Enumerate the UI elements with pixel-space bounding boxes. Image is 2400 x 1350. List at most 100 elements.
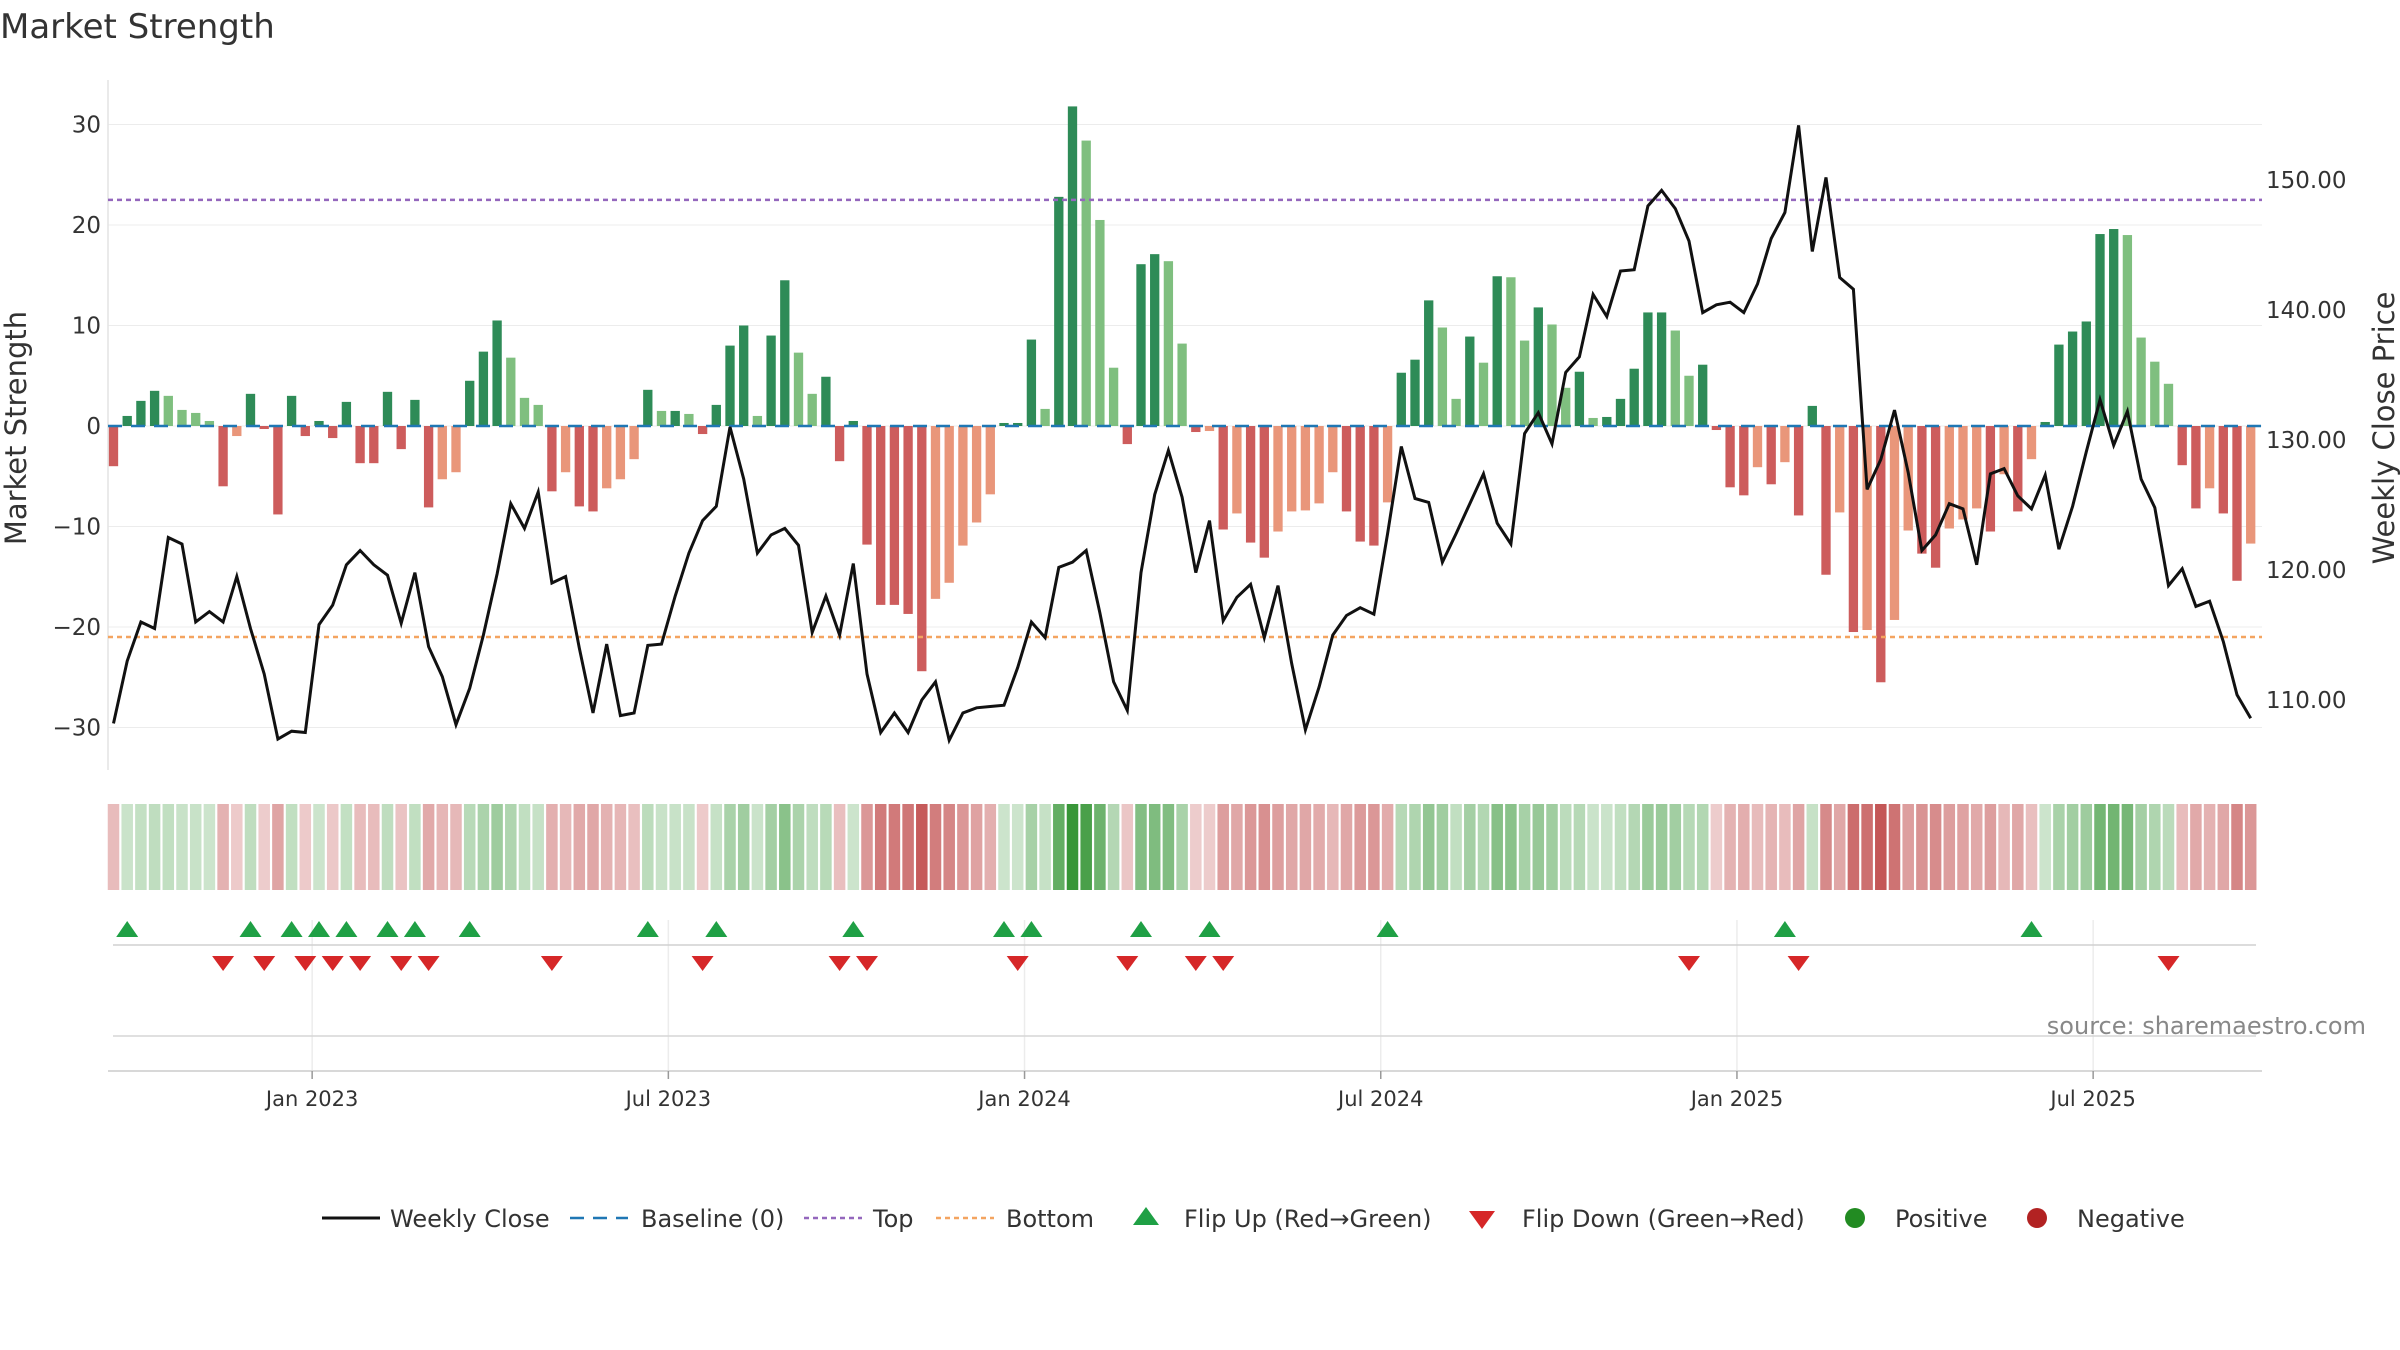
- strength-bar: [547, 426, 557, 492]
- strength-bar: [122, 415, 132, 426]
- legend-flip-down: Flip Down (Green→Red): [1469, 1205, 1805, 1233]
- right-axis-title: Weekly Close Price: [2367, 292, 2400, 565]
- heat-cell: [1779, 804, 1791, 890]
- flip-down-marker: [1116, 956, 1139, 971]
- heat-cell: [450, 804, 462, 890]
- strength-bar: [1108, 367, 1119, 426]
- heat-cell: [2135, 804, 2147, 890]
- strength-bar: [1725, 426, 1735, 488]
- grid-lines: [107, 80, 2262, 1070]
- strength-bar: [1780, 426, 1790, 463]
- strength-bar: [1054, 196, 1064, 426]
- strength-bar: [259, 426, 269, 430]
- heat-cell: [1669, 804, 1682, 890]
- strength-bar: [1013, 422, 1023, 426]
- heat-cell: [2094, 804, 2106, 890]
- strength-bar: [917, 426, 927, 672]
- strength-bar: [2150, 361, 2160, 426]
- heat-cell: [189, 804, 202, 890]
- heat-cell: [1436, 804, 1449, 890]
- strength-bar: [643, 389, 653, 426]
- strength-bar: [451, 426, 461, 473]
- strength-bar: [862, 426, 872, 545]
- strength-bar: [1602, 416, 1612, 426]
- heat-cell: [751, 804, 764, 890]
- strength-bar: [232, 426, 242, 437]
- left-tick-label: −10: [52, 515, 101, 541]
- flip-up-marker: [993, 921, 1015, 937]
- flip-down-marker: [1212, 956, 1235, 971]
- flip-up-marker: [308, 921, 330, 937]
- strength-bar: [1999, 426, 2009, 475]
- strength-bar: [2095, 234, 2105, 426]
- heat-cell: [162, 804, 175, 890]
- heat-cell: [1710, 804, 1723, 890]
- left-tick-label: −30: [52, 716, 101, 742]
- heat-cell: [436, 804, 449, 890]
- heat-cell: [2053, 804, 2065, 890]
- strength-bar: [1300, 426, 1311, 511]
- heat-cell: [792, 804, 805, 890]
- heat-cell: [1395, 804, 1408, 890]
- strength-bar: [807, 393, 817, 426]
- heat-cell: [1450, 804, 1462, 890]
- strength-bar: [1876, 426, 1886, 683]
- heat-cell: [1559, 804, 1572, 890]
- strength-heat-strip: [107, 804, 2257, 890]
- heat-cell: [2203, 804, 2216, 890]
- right-tick-label: 130.00: [2266, 428, 2346, 454]
- heat-cell: [669, 804, 681, 890]
- legend-flip-down-label: Flip Down (Green→Red): [1522, 1205, 1805, 1233]
- flip-up-marker: [842, 921, 865, 937]
- heat-cell: [1039, 804, 1051, 890]
- heat-cell: [395, 804, 407, 890]
- flip-down-icon: [1469, 1211, 1495, 1229]
- strength-bar: [2013, 426, 2023, 512]
- x-tick-label: Jan 2023: [264, 1087, 359, 1111]
- strength-bar: [437, 426, 447, 480]
- heat-cell: [1861, 804, 1873, 890]
- strength-bar: [1314, 426, 1324, 504]
- strength-bar: [1656, 312, 1667, 426]
- strength-bar: [889, 426, 900, 605]
- strength-bar: [752, 415, 763, 426]
- bottom-panel: [108, 1035, 2262, 1072]
- strength-bar: [1958, 426, 1968, 520]
- strength-bar: [1835, 426, 1845, 513]
- heat-cell: [121, 804, 133, 890]
- heat-cell: [244, 804, 257, 890]
- strength-bar: [725, 345, 735, 426]
- strength-bar: [2081, 321, 2091, 426]
- heat-cell: [368, 804, 380, 890]
- strength-bar: [985, 426, 995, 495]
- strength-bar: [2040, 421, 2050, 426]
- strength-bar: [218, 426, 228, 487]
- strength-bar: [1341, 426, 1352, 512]
- heat-cell: [546, 804, 558, 890]
- strength-bar: [780, 280, 790, 426]
- strength-bar: [1547, 324, 1557, 426]
- x-axis: Jan 2023 Jul 2023 Jan 2024 Jul 2024 Jan 2025…: [264, 1071, 2136, 1111]
- heat-cell: [2039, 804, 2051, 890]
- x-tick-label: Jul 2023: [624, 1087, 711, 1111]
- strength-bar: [519, 397, 530, 426]
- x-tick-label: Jan 2025: [1689, 1087, 1784, 1111]
- strength-bar: [1026, 339, 1037, 426]
- strength-bar: [2054, 344, 2064, 426]
- strength-bar: [300, 426, 310, 437]
- heat-cell: [1422, 804, 1435, 890]
- strength-bar: [1478, 362, 1489, 426]
- heat-cell: [1765, 804, 1777, 890]
- heat-cell: [2190, 804, 2202, 890]
- strength-bar: [1629, 368, 1639, 426]
- strength-bar: [1369, 426, 1379, 546]
- flip-up-marker: [116, 921, 139, 937]
- right-tick-label: 140.00: [2266, 298, 2346, 324]
- left-axis-title: Market Strength: [0, 311, 33, 545]
- strength-bar: [478, 351, 489, 426]
- heat-cell: [1970, 804, 1983, 890]
- heat-cell: [683, 804, 695, 890]
- heat-cell: [1121, 804, 1134, 890]
- strength-bar: [506, 357, 516, 426]
- heat-cell: [148, 804, 161, 890]
